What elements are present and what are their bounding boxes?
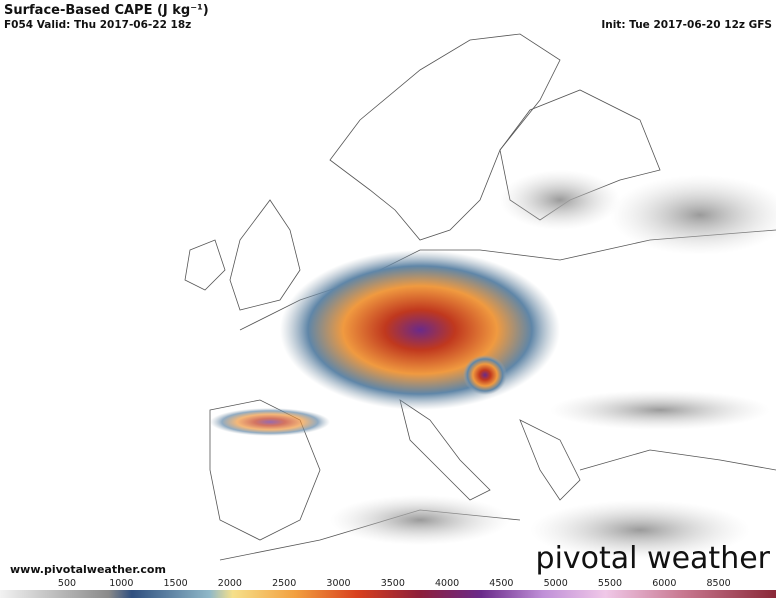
colorbar-label: 4000 bbox=[435, 578, 459, 589]
colorbar-label: 1500 bbox=[164, 578, 188, 589]
title: Surface-Based CAPE (J kg⁻¹) bbox=[4, 3, 209, 18]
colorbar-label: 6000 bbox=[652, 578, 676, 589]
colorbar-label: 5000 bbox=[544, 578, 568, 589]
colorbar bbox=[0, 590, 776, 598]
colorbar-label: 3000 bbox=[326, 578, 350, 589]
colorbar-label: 4500 bbox=[489, 578, 513, 589]
colorbar-label: 2000 bbox=[218, 578, 242, 589]
website: www.pivotalweather.com bbox=[10, 563, 166, 576]
colorbar-label: 500 bbox=[58, 578, 76, 589]
brand: pivotal weather bbox=[536, 541, 771, 576]
init-time: Init: Tue 2017-06-20 12z GFS bbox=[601, 19, 772, 31]
colorbar-label: 8500 bbox=[707, 578, 731, 589]
colorbar-label: 2500 bbox=[272, 578, 296, 589]
colorbar-label: 1000 bbox=[109, 578, 133, 589]
colorbar-ticks: 500 1000 1500 2000 2500 3000 3500 4000 4500 5000 5… bbox=[58, 578, 731, 589]
valid-time: F054 Valid: Thu 2017-06-22 18z bbox=[4, 19, 191, 31]
map bbox=[0, 32, 776, 578]
colorbar-label: 3500 bbox=[381, 578, 405, 589]
colorbar-label: 5500 bbox=[598, 578, 622, 589]
